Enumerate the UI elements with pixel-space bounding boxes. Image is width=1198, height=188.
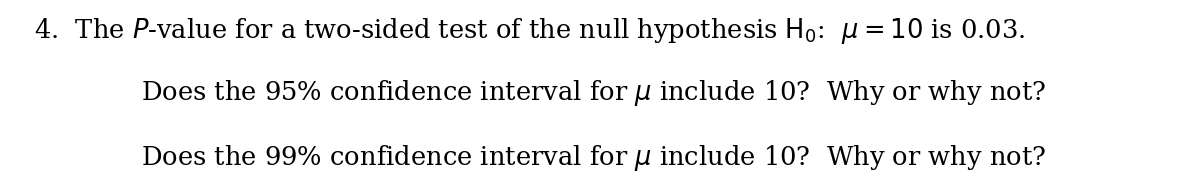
Text: Does the 99% confidence interval for $\mu$ include 10?  Why or why not?: Does the 99% confidence interval for $\m… — [141, 143, 1047, 174]
Text: Does the 95% confidence interval for $\mu$ include 10?  Why or why not?: Does the 95% confidence interval for $\m… — [141, 78, 1047, 108]
Text: 4.  The $\mathit{P}$-value for a two-sided test of the null hypothesis $\mathrm{: 4. The $\mathit{P}$-value for a two-side… — [34, 16, 1025, 46]
